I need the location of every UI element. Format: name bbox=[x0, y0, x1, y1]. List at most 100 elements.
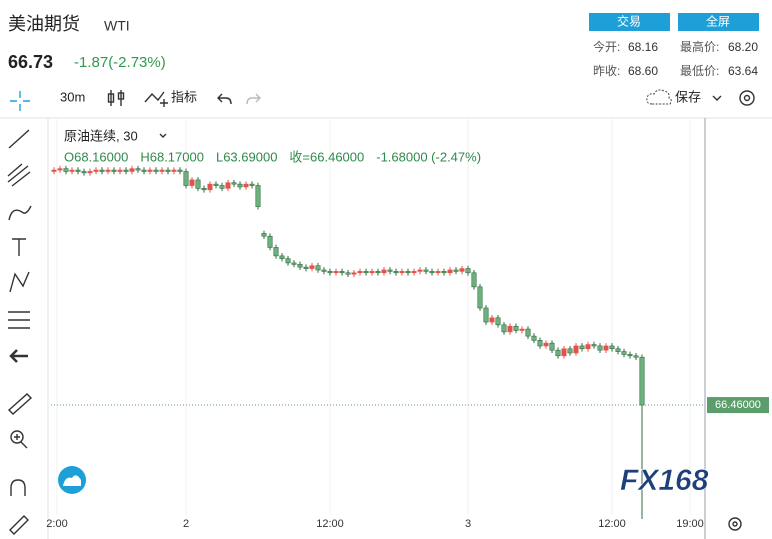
candle-body bbox=[273, 247, 279, 257]
prediction-tool[interactable] bbox=[8, 311, 30, 329]
candle-body bbox=[351, 272, 357, 275]
save-menu-caret[interactable] bbox=[712, 95, 722, 101]
candle-body bbox=[435, 271, 441, 274]
candle-body bbox=[105, 169, 111, 172]
last-price-box bbox=[707, 397, 769, 414]
candle-body bbox=[573, 345, 579, 354]
candle-body bbox=[429, 271, 435, 274]
title-caret[interactable] bbox=[159, 133, 167, 138]
candle-body bbox=[507, 325, 513, 333]
ohlc-legend: O68.16000 bbox=[64, 149, 128, 164]
ohlc-legend: H68.17000 bbox=[140, 149, 204, 164]
candle-body bbox=[525, 328, 531, 337]
candle-body bbox=[195, 179, 201, 189]
fullscreen-button[interactable] bbox=[678, 13, 759, 31]
candle-body bbox=[387, 269, 393, 272]
candle-body bbox=[555, 349, 561, 357]
candle-body bbox=[177, 169, 183, 172]
candle-body bbox=[183, 171, 189, 186]
stat-label: 最高价: bbox=[680, 39, 719, 54]
candle-body bbox=[249, 183, 255, 186]
trendline-tool[interactable] bbox=[8, 129, 30, 149]
pattern-tool[interactable] bbox=[9, 271, 30, 293]
redo[interactable] bbox=[246, 93, 261, 105]
candle-body bbox=[69, 169, 75, 172]
candle-body bbox=[363, 271, 369, 274]
fullscreen-button-label[interactable]: 全屏 bbox=[706, 14, 730, 29]
candle-body bbox=[255, 185, 261, 207]
candle-body bbox=[483, 307, 489, 323]
zoom-tool[interactable] bbox=[10, 430, 24, 444]
ruler-tool[interactable] bbox=[7, 393, 33, 415]
cloud-icon[interactable] bbox=[646, 89, 672, 105]
candle-body bbox=[633, 355, 639, 358]
text-tool[interactable] bbox=[12, 238, 26, 256]
price-change: -1.87(-2.73%) bbox=[74, 54, 166, 71]
candle-body bbox=[267, 235, 273, 248]
back-tool[interactable] bbox=[9, 349, 28, 363]
candle-body bbox=[201, 188, 207, 191]
candle-body bbox=[147, 169, 153, 172]
crosshair-tool[interactable] bbox=[10, 91, 30, 111]
trade-button[interactable] bbox=[589, 13, 670, 31]
x-tick-label: 2 bbox=[183, 518, 189, 530]
candle-body bbox=[627, 354, 633, 357]
candle-body bbox=[567, 348, 573, 354]
candle-body bbox=[465, 268, 471, 274]
settings[interactable] bbox=[739, 90, 755, 106]
candle-type-icon[interactable] bbox=[107, 90, 125, 106]
candle-body bbox=[591, 344, 597, 347]
candle-body bbox=[615, 348, 621, 352]
candle-body bbox=[51, 169, 57, 172]
axis-settings[interactable] bbox=[728, 517, 742, 531]
candle-body bbox=[117, 169, 123, 172]
candle-body bbox=[333, 271, 339, 274]
chart-title: 原油连续, 30 bbox=[64, 128, 138, 143]
candle-body bbox=[165, 169, 171, 172]
trade-button-label[interactable]: 交易 bbox=[617, 14, 641, 29]
undo[interactable] bbox=[217, 93, 232, 105]
candle-body bbox=[375, 271, 381, 274]
candle-body bbox=[393, 271, 399, 274]
candle-body bbox=[531, 335, 537, 341]
candle-body bbox=[345, 272, 351, 275]
stat-value: 68.60 bbox=[628, 64, 658, 78]
candle-body bbox=[75, 169, 81, 172]
stat-value: 68.20 bbox=[728, 40, 758, 54]
magnet-tool[interactable] bbox=[10, 479, 26, 496]
candle-body bbox=[603, 345, 609, 351]
candle-body bbox=[327, 271, 333, 274]
x-tick-label: 12:00 bbox=[598, 518, 626, 530]
drawing-tools bbox=[7, 129, 33, 535]
fib-tool[interactable] bbox=[7, 163, 31, 187]
last-price-label: 66.46000 bbox=[715, 399, 761, 411]
candle-body bbox=[243, 183, 249, 188]
stat-label: 昨收: bbox=[593, 64, 620, 78]
indicators[interactable]: 指标 bbox=[171, 89, 197, 104]
candle-body bbox=[357, 271, 363, 274]
save[interactable]: 保存 bbox=[675, 89, 701, 104]
brush-tool[interactable] bbox=[8, 205, 32, 221]
candle-body bbox=[339, 271, 345, 274]
candle-body bbox=[381, 269, 387, 274]
candle-body bbox=[231, 182, 237, 185]
candle-body bbox=[285, 258, 291, 264]
interval[interactable]: 30m bbox=[60, 89, 85, 104]
candle-body bbox=[171, 169, 177, 172]
candle-body bbox=[561, 348, 567, 357]
candle-body bbox=[489, 317, 495, 323]
candle-body bbox=[315, 265, 321, 271]
candle-body bbox=[135, 168, 141, 171]
lock-tool[interactable] bbox=[9, 515, 29, 535]
ohlc-legend: 收=66.46000 bbox=[289, 149, 364, 164]
candle-body bbox=[309, 265, 315, 269]
candle-body bbox=[123, 169, 129, 172]
ohlc-legend: -1.68000 (-2.47%) bbox=[376, 149, 481, 164]
candle-body bbox=[501, 324, 507, 333]
ohlc-legend: L63.69000 bbox=[216, 149, 277, 164]
indicator-icon[interactable] bbox=[144, 91, 168, 107]
x-tick-label: 19:00 bbox=[676, 518, 704, 530]
candle-body bbox=[81, 171, 87, 174]
